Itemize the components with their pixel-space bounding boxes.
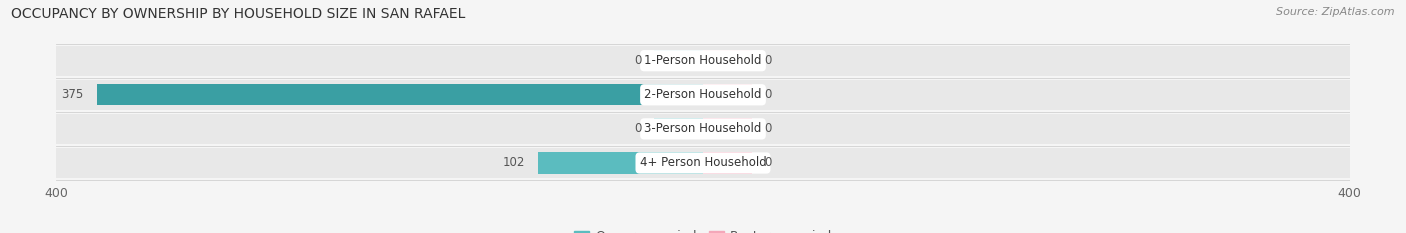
Bar — [97, 84, 703, 105]
Text: 4+ Person Household: 4+ Person Household — [640, 157, 766, 169]
Text: 0: 0 — [765, 122, 772, 135]
Bar — [56, 114, 1350, 144]
Bar — [56, 80, 1350, 110]
Text: 2-Person Household: 2-Person Household — [644, 88, 762, 101]
Bar — [56, 46, 1350, 75]
Text: OCCUPANCY BY OWNERSHIP BY HOUSEHOLD SIZE IN SAN RAFAEL: OCCUPANCY BY OWNERSHIP BY HOUSEHOLD SIZE… — [11, 7, 465, 21]
Text: 102: 102 — [503, 157, 526, 169]
Text: 0: 0 — [765, 54, 772, 67]
Text: 0: 0 — [634, 54, 641, 67]
Bar — [655, 50, 703, 71]
Legend: Owner-occupied, Renter-occupied: Owner-occupied, Renter-occupied — [568, 225, 838, 233]
Text: 0: 0 — [765, 157, 772, 169]
Text: 0: 0 — [765, 88, 772, 101]
Text: 0: 0 — [634, 122, 641, 135]
Bar — [56, 148, 1350, 178]
Text: 1-Person Household: 1-Person Household — [644, 54, 762, 67]
Bar — [703, 118, 751, 140]
Bar — [703, 84, 751, 105]
Text: 3-Person Household: 3-Person Household — [644, 122, 762, 135]
Text: Source: ZipAtlas.com: Source: ZipAtlas.com — [1277, 7, 1395, 17]
Bar — [655, 118, 703, 140]
Bar — [538, 152, 703, 174]
Text: 375: 375 — [62, 88, 84, 101]
Bar — [703, 50, 751, 71]
Bar — [703, 152, 751, 174]
